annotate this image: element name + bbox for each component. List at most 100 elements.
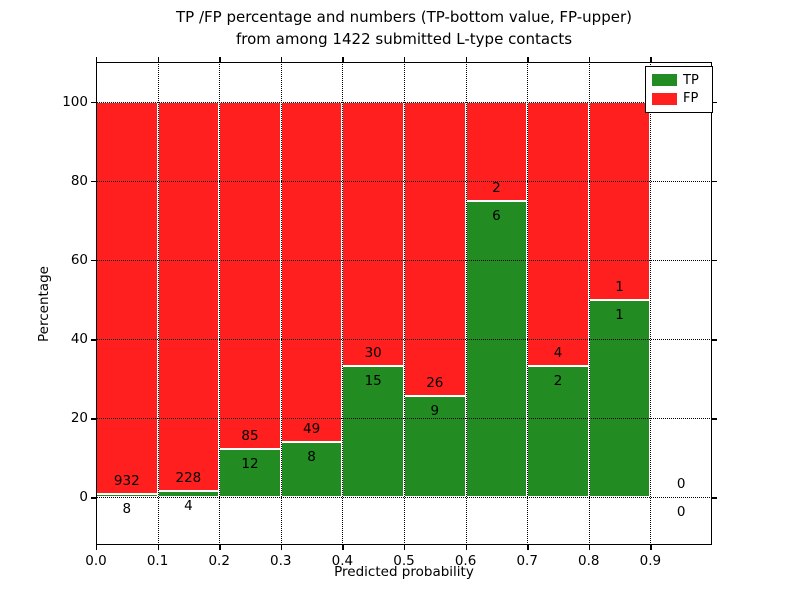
y-tick-mark bbox=[91, 180, 96, 183]
chart-title: TP /FP percentage and numbers (TP-bottom… bbox=[96, 6, 712, 50]
x-tick-mark bbox=[588, 545, 591, 550]
fp-color-swatch bbox=[652, 92, 677, 105]
x-tick-mark-top bbox=[342, 57, 344, 62]
x-tick-mark bbox=[219, 545, 221, 550]
y-tick-mark bbox=[91, 339, 96, 341]
y-tick-mark bbox=[91, 418, 96, 420]
bar-fp-segment bbox=[342, 101, 404, 366]
y-tick-mark-right bbox=[712, 180, 717, 183]
y-tick-label: 40 bbox=[70, 331, 88, 348]
x-tick-label: 0.9 bbox=[639, 553, 662, 569]
x-tick-label: 0.3 bbox=[270, 553, 292, 569]
bar-tp-segment bbox=[157, 490, 220, 498]
tp-count-label: 8 bbox=[307, 448, 316, 465]
chart-title-line2: from among 1422 submitted L-type contact… bbox=[235, 30, 573, 48]
tp-color-swatch bbox=[652, 74, 677, 87]
tp-count-label: 15 bbox=[364, 372, 382, 389]
x-tick-mark bbox=[280, 545, 283, 550]
x-tick-mark-top bbox=[96, 57, 98, 62]
x-tick-label: 0.2 bbox=[208, 553, 230, 569]
y-tick-mark-right bbox=[712, 101, 717, 103]
fp-count-label: 26 bbox=[426, 374, 444, 391]
x-gridline bbox=[465, 62, 467, 545]
y-tick-mark bbox=[91, 259, 96, 262]
legend: TP FP bbox=[645, 66, 713, 113]
fp-count-label: 85 bbox=[241, 427, 259, 444]
bar-fp-segment bbox=[96, 101, 158, 495]
chart-title-line1: TP /FP percentage and numbers (TP-bottom… bbox=[176, 8, 632, 26]
y-tick-label: 100 bbox=[62, 93, 88, 110]
bar-fp-segment bbox=[404, 101, 466, 396]
x-tick-label: 0.0 bbox=[85, 553, 107, 569]
x-tick-mark bbox=[404, 545, 406, 550]
tp-count-label: 0 bbox=[676, 504, 686, 521]
x-tick-mark bbox=[527, 545, 529, 550]
bar-tp-segment bbox=[465, 200, 528, 498]
tp-count-label: 9 bbox=[430, 402, 440, 419]
x-tick-mark bbox=[342, 545, 344, 550]
y-tick-label: 80 bbox=[70, 172, 88, 189]
y-tick-label: 20 bbox=[70, 410, 88, 427]
y-tick-mark-right bbox=[712, 497, 717, 499]
bar-fp-segment bbox=[219, 101, 281, 449]
legend-item-tp: TP bbox=[646, 73, 712, 88]
x-gridline bbox=[219, 62, 221, 545]
x-tick-label: 0.7 bbox=[516, 553, 538, 569]
x-tick-mark-top bbox=[588, 57, 591, 62]
y-tick-mark-right bbox=[712, 339, 717, 341]
fp-count-label: 2 bbox=[492, 179, 501, 196]
y-tick-mark bbox=[91, 101, 96, 103]
x-tick-label: 0.5 bbox=[393, 553, 415, 569]
tp-count-label: 6 bbox=[492, 207, 501, 224]
legend-label-fp: FP bbox=[683, 91, 699, 107]
fp-count-label: 0 bbox=[676, 476, 686, 493]
x-axis-label: Predicted probability bbox=[334, 564, 474, 580]
y-tick-label: 0 bbox=[79, 489, 88, 506]
x-gridline bbox=[588, 62, 590, 545]
fp-count-label: 49 bbox=[303, 420, 321, 437]
x-gridline bbox=[342, 62, 344, 545]
x-tick-mark-top bbox=[404, 57, 406, 62]
fp-count-label: 932 bbox=[113, 473, 140, 490]
tp-count-label: 1 bbox=[615, 306, 624, 323]
x-tick-label: 0.6 bbox=[454, 553, 477, 569]
x-gridline bbox=[280, 62, 282, 545]
tp-count-label: 8 bbox=[122, 501, 132, 518]
x-tick-mark-top bbox=[650, 57, 652, 62]
x-tick-label: 0.1 bbox=[146, 553, 169, 569]
tp-count-label: 4 bbox=[184, 497, 193, 514]
x-gridline bbox=[404, 62, 405, 545]
bar-fp-segment bbox=[157, 101, 220, 491]
x-tick-label: 0.8 bbox=[578, 553, 600, 569]
x-tick-mark-top bbox=[157, 57, 159, 62]
bar-fp-segment bbox=[588, 101, 651, 300]
x-tick-mark bbox=[465, 545, 467, 550]
y-tick-mark-right bbox=[712, 259, 717, 262]
fp-count-label: 4 bbox=[553, 344, 563, 361]
y-tick-mark-right bbox=[712, 418, 717, 420]
x-tick-label: 0.4 bbox=[331, 553, 354, 569]
tp-count-label: 2 bbox=[553, 372, 563, 389]
x-gridline bbox=[157, 62, 159, 545]
x-tick-mark-top bbox=[465, 57, 467, 62]
fp-count-label: 228 bbox=[175, 469, 202, 486]
y-axis-label: Percentage bbox=[36, 266, 52, 342]
x-gridline bbox=[650, 62, 652, 545]
x-tick-mark-top bbox=[527, 57, 529, 62]
x-tick-mark-top bbox=[280, 57, 283, 62]
bar-tp-segment bbox=[219, 448, 281, 498]
x-tick-mark-top bbox=[219, 57, 221, 62]
tp-count-label: 12 bbox=[241, 455, 259, 472]
bar-tp-segment bbox=[280, 441, 343, 498]
bar-fp-segment bbox=[527, 101, 589, 366]
legend-item-fp: FP bbox=[646, 91, 712, 106]
y-tick-label: 60 bbox=[70, 251, 88, 268]
fp-count-label: 1 bbox=[615, 278, 624, 295]
x-tick-mark bbox=[650, 545, 652, 550]
y-tick-mark bbox=[91, 497, 96, 499]
bar-tp-segment bbox=[588, 299, 651, 498]
x-gridline bbox=[527, 62, 529, 545]
fp-count-label: 30 bbox=[364, 344, 382, 361]
legend-label-tp: TP bbox=[683, 72, 699, 88]
